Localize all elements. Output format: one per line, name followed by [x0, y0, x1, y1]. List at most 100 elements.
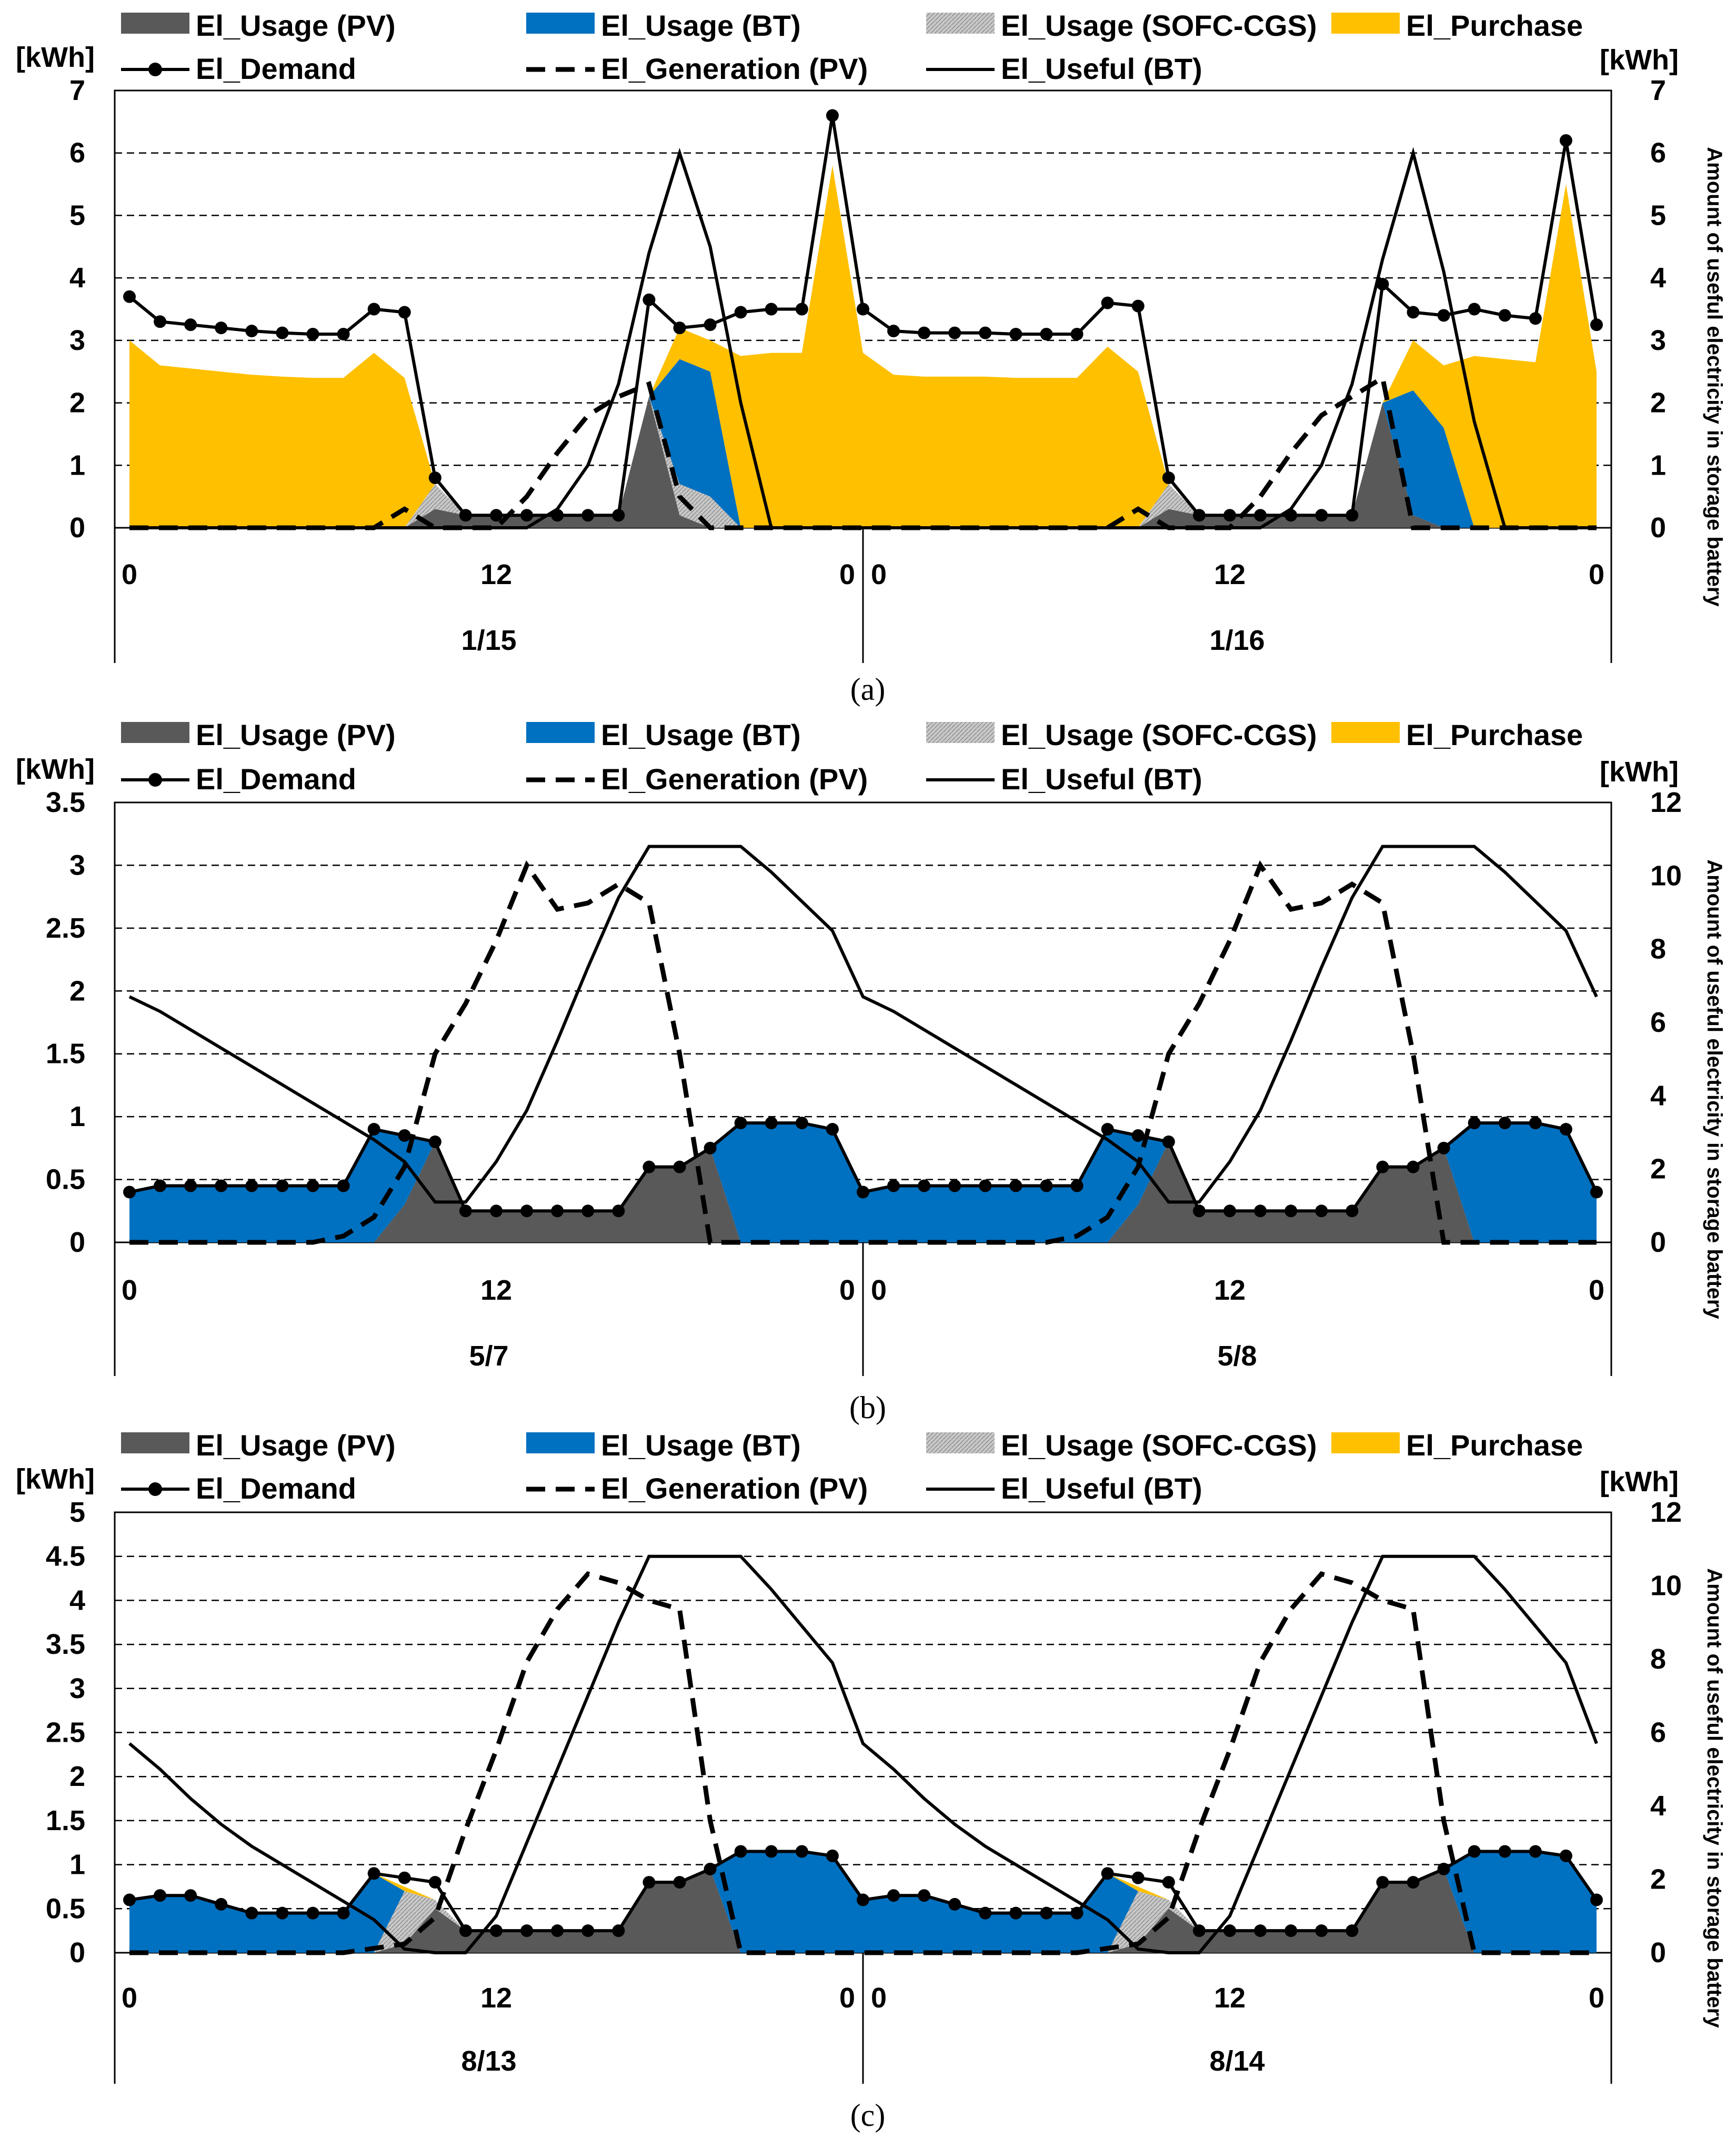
demand-point	[520, 509, 534, 522]
demand-point	[154, 1179, 167, 1192]
x-tick-label: 12	[1214, 1982, 1246, 2014]
demand-point	[551, 509, 564, 522]
demand-point	[276, 1179, 289, 1192]
legend-label: El_Demand	[196, 762, 356, 796]
demand-point	[123, 1893, 136, 1906]
demand-point	[1498, 1845, 1511, 1858]
legend-label: El_Demand	[196, 1472, 356, 1505]
demand-point	[1559, 1123, 1572, 1136]
demand-point	[826, 1849, 839, 1862]
demand-point	[245, 1179, 258, 1192]
line-generation-pv	[129, 860, 1597, 1245]
line-useful-bt	[128, 1554, 1598, 1954]
demand-point	[398, 1871, 411, 1884]
demand-point	[337, 1179, 350, 1192]
legend-label: El_Purchase	[1406, 718, 1583, 751]
demand-point	[1346, 1924, 1359, 1937]
legend-swatch	[926, 722, 995, 743]
x-tick-label: 0	[1589, 1982, 1604, 2014]
y-axis-unit-right: [kWh]	[1600, 44, 1679, 76]
demand-point	[1162, 1135, 1175, 1148]
demand-point	[887, 1889, 900, 1902]
y-tick-label: 1.5	[46, 1038, 85, 1070]
demand-point	[1437, 309, 1450, 322]
demand-point	[1101, 1867, 1114, 1880]
demand-point	[276, 326, 289, 339]
y2-tick-label: 2	[1650, 1153, 1666, 1185]
area-usage-sofc	[129, 1869, 1597, 1953]
x-tick-label: 0	[839, 559, 855, 590]
x-tick-label: 12	[480, 1982, 512, 2014]
day-label: 5/8	[1217, 1340, 1257, 1372]
area-usage-bt	[129, 1123, 1597, 1242]
legend-label: El_Useful (BT)	[1001, 762, 1202, 796]
demand-point	[1131, 299, 1145, 313]
demand-point	[459, 1204, 472, 1218]
y-tick-label: 3.5	[46, 787, 85, 818]
demand-point	[1223, 509, 1236, 522]
y2-tick-label: 0	[1650, 1227, 1666, 1258]
demand-point	[1468, 303, 1481, 316]
legend-label: El_Usage (BT)	[601, 9, 801, 42]
legend-swatch	[121, 13, 189, 34]
demand-point	[245, 325, 258, 338]
legend-item-generation-pv: El_Generation (PV)	[526, 52, 868, 85]
legend-item-demand: El_Demand	[121, 1472, 356, 1505]
area-purchase	[129, 165, 1597, 528]
y2-tick-label: 1	[1650, 449, 1666, 481]
demand-point	[948, 1897, 961, 1911]
demand-point	[215, 1179, 228, 1192]
demand-point	[1254, 509, 1267, 522]
legend-label: El_Usage (SOFC-CGS)	[1001, 9, 1317, 42]
chart-panel-2: El_Usage (PV) El_Usage (BT) El_Usage (SOFC…	[16, 718, 1726, 1425]
demand-point	[887, 325, 900, 338]
demand-point	[1498, 309, 1511, 322]
y2-tick-label: 3	[1650, 325, 1666, 356]
demand-point	[734, 1845, 747, 1858]
chart-panel-1: El_Usage (PV) El_Usage (BT) El_Usage (SOFC…	[16, 9, 1726, 707]
demand-point	[367, 1123, 380, 1136]
y2-tick-label: 4	[1650, 1080, 1666, 1111]
y2-tick-label: 4	[1650, 262, 1666, 294]
legend-item-useful-bt: El_Useful (BT)	[926, 1472, 1202, 1505]
demand-point	[1040, 327, 1053, 340]
demand-point	[1070, 1179, 1083, 1192]
legend-item-usage-pv: El_Usage (PV)	[121, 9, 396, 42]
y2-tick-label: 10	[1650, 860, 1682, 891]
demand-point	[1162, 1876, 1175, 1889]
day-label: 5/7	[469, 1340, 508, 1372]
legend-item-useful-bt: El_Useful (BT)	[926, 52, 1202, 85]
day-label: 1/16	[1209, 625, 1265, 656]
legend-item-generation-pv: El_Generation (PV)	[526, 762, 868, 796]
legend-marker	[148, 1482, 162, 1496]
demand-point	[979, 1179, 992, 1192]
legend-item-usage-pv: El_Usage (PV)	[121, 1429, 396, 1462]
legend-label: El_Usage (BT)	[601, 1429, 801, 1462]
y2-tick-label: 0	[1650, 1937, 1666, 1969]
chart-panel-3: El_Usage (PV) El_Usage (BT) El_Usage (SOFC…	[16, 1429, 1726, 2133]
demand-point	[673, 322, 686, 335]
y2-axis-title: Amount of useful electricity in storage …	[1703, 1568, 1726, 2028]
y2-tick-label: 10	[1650, 1570, 1682, 1602]
y-tick-label: 2	[69, 387, 85, 419]
y2-axis-title: Amount of useful electricity in storage …	[1703, 859, 1726, 1319]
legend-swatch	[1331, 13, 1400, 34]
y-tick-label: 5	[69, 199, 85, 231]
legend-label: El_Usage (PV)	[196, 1429, 396, 1462]
y2-tick-label: 12	[1650, 1497, 1682, 1528]
y2-tick-label: 7	[1650, 75, 1666, 106]
demand-point	[276, 1906, 289, 1920]
y2-tick-label: 6	[1650, 1717, 1666, 1749]
x-tick-label: 0	[1589, 559, 1604, 590]
demand-point	[1285, 1204, 1298, 1218]
y-axis-unit-left: [kWh]	[16, 754, 95, 785]
legend-item-usage-sofc: El_Usage (SOFC-CGS)	[926, 1429, 1317, 1462]
legend-swatch	[121, 722, 189, 743]
y2-tick-label: 0	[1650, 512, 1666, 544]
demand-point	[520, 1924, 534, 1937]
y-tick-label: 1.5	[46, 1805, 85, 1836]
y2-tick-label: 5	[1650, 199, 1666, 231]
legend-label: El_Usage (SOFC-CGS)	[1001, 718, 1317, 751]
x-tick-label: 0	[871, 1982, 887, 2014]
x-tick-label: 0	[122, 1982, 137, 2014]
